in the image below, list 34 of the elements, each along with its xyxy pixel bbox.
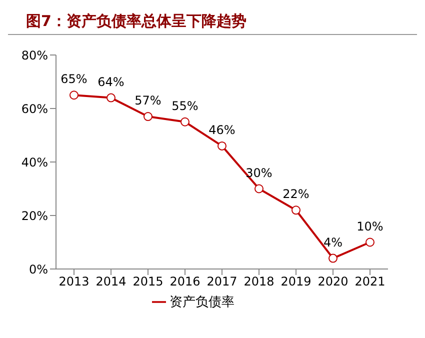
y-tick-label: 40% bbox=[21, 155, 48, 170]
legend-label: 资产负债率 bbox=[170, 295, 234, 310]
y-tick-label: 20% bbox=[21, 208, 48, 223]
data-label: 4% bbox=[323, 235, 343, 250]
x-tick-label: 2019 bbox=[280, 274, 312, 289]
data-label: 65% bbox=[60, 72, 88, 86]
y-tick-label: 60% bbox=[21, 102, 48, 116]
point bbox=[144, 112, 152, 122]
point bbox=[106, 93, 116, 102]
point bbox=[292, 206, 300, 215]
point bbox=[254, 184, 264, 194]
data-label: 55% bbox=[172, 98, 198, 113]
data-label: 10% bbox=[356, 219, 384, 234]
y-tick-label: 80% bbox=[21, 48, 48, 62]
point bbox=[180, 117, 190, 126]
chart-title: 图7：资产负债率总体呈下降趋势 bbox=[8, 8, 417, 35]
x-tick-label: 2017 bbox=[206, 274, 238, 289]
x-tick-label: 2021 bbox=[354, 274, 386, 289]
data-label: 22% bbox=[282, 187, 310, 202]
point bbox=[328, 254, 338, 263]
point bbox=[366, 238, 374, 247]
x-tick-label: 2015 bbox=[132, 274, 164, 289]
point bbox=[70, 90, 78, 100]
data-label: 46% bbox=[208, 122, 236, 137]
x-tick-label: 2020 bbox=[318, 274, 348, 289]
data-label: 30% bbox=[246, 166, 272, 180]
x-tick-label: 2016 bbox=[170, 274, 200, 289]
x-tick-label: 2013 bbox=[58, 274, 90, 289]
point bbox=[218, 141, 226, 150]
x-tick-label: 2014 bbox=[96, 274, 126, 289]
y-tick-label: 0% bbox=[28, 262, 48, 276]
data-label: 64% bbox=[98, 74, 124, 89]
x-tick-label: 2018 bbox=[244, 274, 274, 289]
data-label: 57% bbox=[134, 94, 162, 108]
